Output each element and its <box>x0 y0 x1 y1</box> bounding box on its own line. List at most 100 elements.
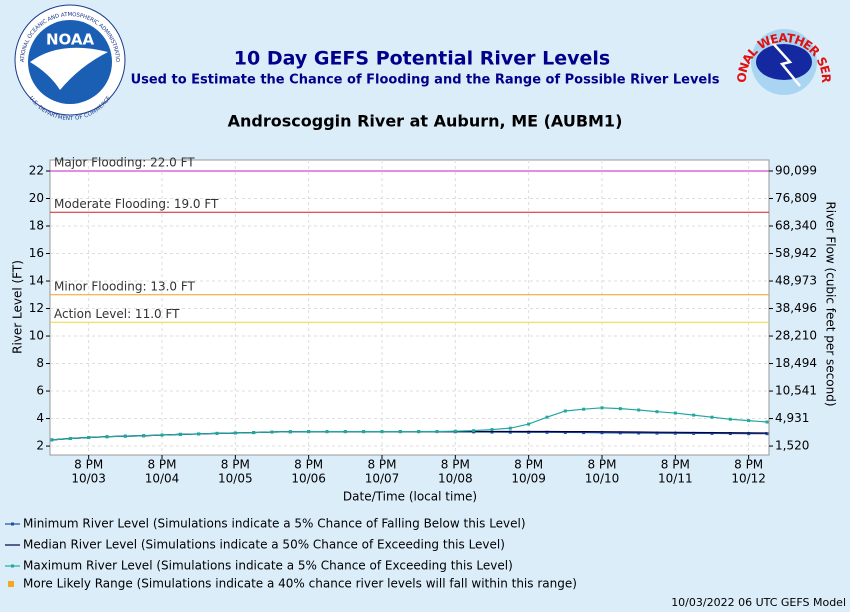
y-tick-label: 4 <box>36 411 44 425</box>
flood-label: Moderate Flooding: 19.0 FT <box>54 197 219 211</box>
x-tick-label: 8 PM <box>294 458 323 472</box>
legend-label: Median River Level (Simulations indicate… <box>23 538 505 552</box>
x-tick-label: 10/03 <box>71 472 106 486</box>
x-axis-label: Date/Time (local time) <box>343 490 477 504</box>
series-marker <box>490 428 494 432</box>
series-marker <box>87 436 91 440</box>
y2-tick-label: 76,809 <box>775 191 817 205</box>
y2-tick-label: 10,541 <box>775 384 817 398</box>
series-marker <box>380 430 384 434</box>
series-marker <box>637 408 641 412</box>
y-tick-label: 10 <box>29 329 44 343</box>
y2-tick-label: 18,494 <box>775 356 817 370</box>
x-tick-label: 10/05 <box>218 472 253 486</box>
x-tick-label: 10/07 <box>365 472 400 486</box>
plot-area <box>49 159 770 456</box>
series-line <box>51 407 768 441</box>
legend-label: Minimum River Level (Simulations indicat… <box>23 517 526 531</box>
series-marker <box>435 429 439 433</box>
series-marker <box>728 417 732 421</box>
legend-marker <box>11 564 14 568</box>
series-marker <box>545 415 549 419</box>
y-tick-label: 12 <box>29 301 44 315</box>
y-tick-label: 18 <box>29 219 44 233</box>
x-tick-label: 8 PM <box>221 458 250 472</box>
flood-label: Minor Flooding: 13.0 FT <box>54 279 196 293</box>
series-marker <box>233 431 237 435</box>
series-marker <box>508 430 512 434</box>
series-marker <box>527 422 531 426</box>
x-tick-label: 10/08 <box>438 472 473 486</box>
y-tick-label: 8 <box>36 356 44 370</box>
series-marker <box>197 432 201 436</box>
series-marker <box>692 431 696 435</box>
series-marker <box>673 431 677 435</box>
y2-tick-label: 38,496 <box>775 301 817 315</box>
series-marker <box>453 429 457 433</box>
series-marker <box>765 432 769 436</box>
y-tick-label: 22 <box>29 164 44 178</box>
nws-arc-text: NATIONAL WEATHER SERVICE <box>0 0 834 83</box>
series-marker <box>618 431 622 435</box>
x-tick-label: 10/06 <box>291 472 326 486</box>
series-marker <box>270 430 274 434</box>
series-marker <box>655 410 659 414</box>
series-marker <box>673 411 677 415</box>
series-marker <box>142 434 146 438</box>
x-tick-label: 8 PM <box>441 458 470 472</box>
series-marker <box>68 436 72 440</box>
x-tick-label: 10/11 <box>658 472 693 486</box>
x-tick-label: 8 PM <box>661 458 690 472</box>
series-marker <box>710 431 714 435</box>
y-axis-label: River Level (FT) <box>11 260 25 354</box>
series-marker <box>563 430 567 434</box>
series-marker <box>582 407 586 411</box>
series-marker <box>178 432 182 436</box>
series-marker <box>105 435 109 439</box>
y2-tick-label: 58,942 <box>775 246 817 260</box>
y2-axis-label: River Flow (cubic feet per second) <box>824 201 838 406</box>
series-marker <box>563 409 567 413</box>
y-tick-label: 20 <box>29 191 44 205</box>
series-marker <box>765 420 769 424</box>
series-marker <box>527 430 531 434</box>
series-marker <box>747 432 751 436</box>
footer: 10/03/2022 06 UTC GEFS Model <box>671 596 846 609</box>
series-marker <box>417 430 421 434</box>
y2-tick-label: 90,099 <box>775 164 817 178</box>
x-tick-label: 8 PM <box>367 458 396 472</box>
x-tick-label: 8 PM <box>147 458 176 472</box>
chart-title: Androscoggin River at Auburn, ME (AUBM1) <box>228 112 623 131</box>
y2-tick-label: 28,210 <box>775 329 817 343</box>
series-marker <box>252 431 256 435</box>
x-tick-label: 8 PM <box>587 458 616 472</box>
y2-tick-label: 1,520 <box>775 439 809 453</box>
flood-label: Action Level: 11.0 FT <box>54 307 180 321</box>
series-marker <box>747 419 751 423</box>
series-marker <box>582 431 586 435</box>
series-marker <box>637 431 641 435</box>
x-tick-label: 10/10 <box>585 472 620 486</box>
series-marker <box>325 430 329 434</box>
series-marker <box>398 430 402 434</box>
series-marker <box>655 431 659 435</box>
flood-label: Major Flooding: 22.0 FT <box>54 156 195 170</box>
chart-layer: 2 1,520 4 4,931 6 10,541 8 18,494 10 28,210 12 38,4… <box>5 156 817 591</box>
series-marker <box>508 426 512 430</box>
legend-label: More Likely Range (Simulations indicate … <box>23 577 577 591</box>
series-marker <box>618 407 622 411</box>
series-marker <box>600 406 604 410</box>
nws-arc: NATIONAL WEATHER SERVICE <box>0 0 834 83</box>
series-marker <box>728 432 732 436</box>
series-marker <box>545 430 549 434</box>
y2-tick-label: 48,973 <box>775 274 817 288</box>
x-tick-label: 10/09 <box>511 472 546 486</box>
x-tick-label: 10/12 <box>731 472 766 486</box>
x-tick-label: 10/04 <box>145 472 180 486</box>
legend-label: Maximum River Level (Simulations indicat… <box>23 559 513 573</box>
legend-marker <box>11 522 14 526</box>
series-marker <box>123 434 127 438</box>
y2-tick-label: 4,931 <box>775 411 809 425</box>
noaa-logo: NOAA NATIONAL OCEANIC AND ATMOSPHERIC AD… <box>0 0 126 122</box>
series-marker <box>692 413 696 417</box>
